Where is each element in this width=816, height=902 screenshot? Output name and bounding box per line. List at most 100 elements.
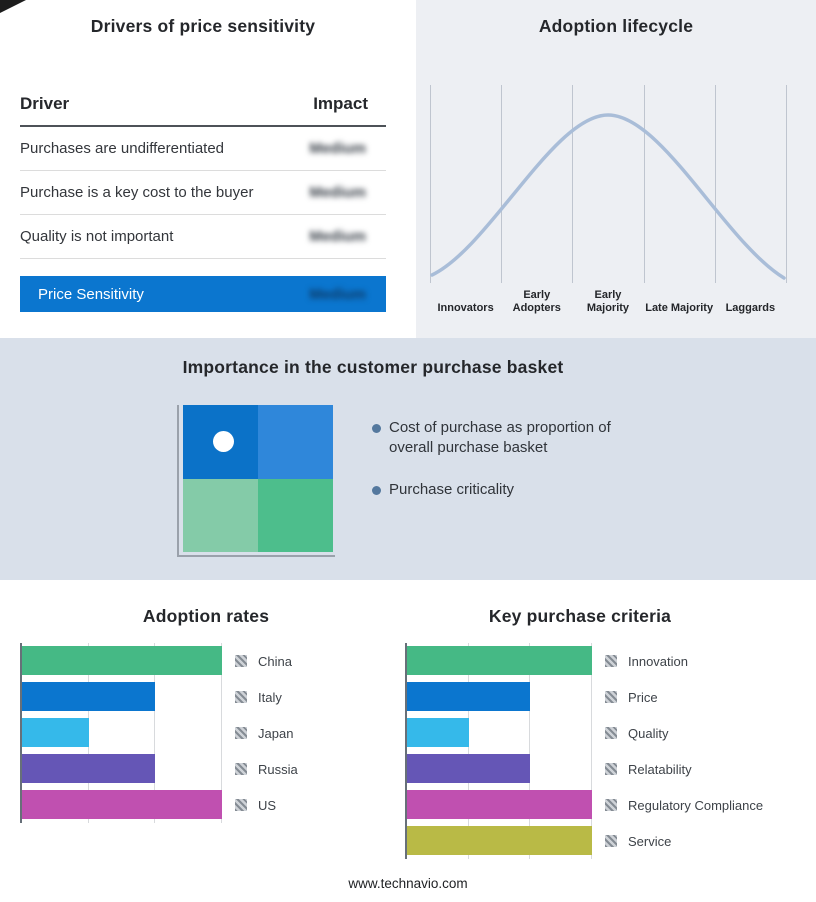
drivers-table-rows: Purchases are undifferentiated Medium Purc… <box>20 127 386 259</box>
plot-area <box>405 643 592 859</box>
legend-label: Italy <box>258 689 282 705</box>
legend-label: Innovation <box>628 653 688 669</box>
bell-curve-path <box>430 113 786 280</box>
impact-cell: Medium <box>309 140 366 157</box>
legend-hatch-swatch-icon <box>605 655 617 667</box>
lifecycle-gridline <box>430 85 431 283</box>
chart-gridline <box>529 643 531 859</box>
legend-item: Innovation <box>605 643 688 679</box>
purchase-basket-section: Importance in the customer purchase bask… <box>0 338 816 580</box>
legend-item: Quality <box>605 715 668 751</box>
lifecycle-title: Adoption lifecycle <box>538 16 694 36</box>
price-sensitivity-label: Price Sensitivity <box>38 285 144 303</box>
impact-cell: Medium <box>309 184 366 201</box>
impact-cell: Medium <box>309 228 366 245</box>
legend-label: Regulatory Compliance <box>628 797 764 813</box>
table-header: Driver Impact <box>20 88 386 127</box>
bar-italy <box>22 682 156 711</box>
legend-label: Quality <box>628 725 669 741</box>
lifecycle-stages: Innovators Early Adopters Early Majority La… <box>430 281 786 317</box>
bar-russia <box>22 754 156 783</box>
legend-item: Price <box>605 679 658 715</box>
legend-item: Japan <box>235 715 293 751</box>
quadrant-axes <box>177 405 335 557</box>
bullet-item: Purchase criticality <box>372 480 647 500</box>
basket-title: Importance in the customer purchase bask… <box>182 357 564 377</box>
legend-hatch-swatch-icon <box>235 691 247 703</box>
price-sensitivity-value: Medium <box>309 285 366 303</box>
bar-regulatory-compliance <box>407 790 592 819</box>
legend-hatch-swatch-icon <box>235 799 247 811</box>
driver-cell: Purchases are undifferentiated <box>20 140 225 157</box>
stage-label: Innovators <box>437 302 494 314</box>
stage-label: Early Adopters <box>512 289 561 314</box>
bar-relatability <box>407 754 531 783</box>
legend-hatch-swatch-icon <box>235 763 247 775</box>
bar-innovation <box>407 646 592 675</box>
bullet-text: Purchase criticality <box>389 481 515 498</box>
key-purchase-criteria-title: Key purchase criteria <box>488 606 672 626</box>
legend-hatch-swatch-icon <box>605 835 617 847</box>
stage-label: Early Majority <box>586 289 630 314</box>
quadrant-top-right <box>258 405 333 479</box>
quadrant-bottom-right <box>258 479 333 552</box>
price-sensitivity-bar: Price Sensitivity Medium <box>20 276 386 312</box>
bar-quality <box>407 718 469 747</box>
bullet-dot-icon <box>372 424 381 433</box>
bullet-dot-icon <box>372 486 381 495</box>
lifecycle-gridline <box>715 85 716 283</box>
bar-us <box>22 790 222 819</box>
bell-curve <box>430 113 786 280</box>
bar-japan <box>22 718 89 747</box>
adoption-lifecycle-chart: Innovators Early Adopters Early Majority La… <box>430 85 787 314</box>
driver-cell: Quality is not important <box>20 228 174 245</box>
legend-hatch-swatch-icon <box>235 655 247 667</box>
legend-label: Russia <box>258 761 298 777</box>
adoption-rates-title: Adoption rates <box>142 606 270 626</box>
quadrant-bottom-left <box>183 479 258 552</box>
table-row: Purchases are undifferentiated Medium <box>20 127 386 171</box>
legend-item: US <box>235 787 276 823</box>
legend-item: Regulatory Compliance <box>605 787 763 823</box>
legend-hatch-swatch-icon <box>235 727 247 739</box>
drivers-title: Drivers of price sensitivity <box>90 16 316 36</box>
chart-gridline <box>221 643 222 823</box>
corner-mark <box>0 0 26 13</box>
stage-label: Laggards <box>725 302 776 314</box>
lifecycle-gridline <box>644 85 645 283</box>
bar-china <box>22 646 222 675</box>
bullet-item: Cost of purchase as proportion of overal… <box>372 418 647 457</box>
chart-gridline <box>154 643 156 823</box>
legend-item: Russia <box>235 751 298 787</box>
adoption-lifecycle-panel <box>416 0 816 338</box>
drivers-table: Driver Impact Purchases are undifferenti… <box>20 88 386 312</box>
bar-price <box>407 682 531 711</box>
lifecycle-gridline <box>572 85 573 283</box>
bullet-text: Cost of purchase as proportion of overal… <box>389 419 611 456</box>
legend-label: US <box>258 797 277 813</box>
legend-label: Relatability <box>628 761 692 777</box>
column-header-impact: Impact <box>313 94 368 113</box>
bar-service <box>407 826 592 855</box>
position-dot-icon <box>213 431 234 452</box>
legend-label: Japan <box>258 725 294 741</box>
lifecycle-gridline <box>786 85 787 283</box>
stage-label: Late Majority <box>645 302 714 314</box>
legend-hatch-swatch-icon <box>605 727 617 739</box>
column-header-driver: Driver <box>20 94 70 113</box>
plot-area <box>20 643 222 823</box>
lifecycle-gridline <box>501 85 502 283</box>
chart-gridline <box>591 643 592 859</box>
table-row: Quality is not important Medium <box>20 215 386 259</box>
basket-bullets: Cost of purchase as proportion of overal… <box>372 418 647 523</box>
legend-label: Price <box>628 689 658 705</box>
quadrant-top-left <box>183 405 258 479</box>
legend-hatch-swatch-icon <box>605 763 617 775</box>
legend-hatch-swatch-icon <box>605 799 617 811</box>
legend-item: Service <box>605 823 671 859</box>
driver-cell: Purchase is a key cost to the buyer <box>20 184 254 201</box>
table-row: Purchase is a key cost to the buyer Mediu… <box>20 171 386 215</box>
legend-item: Relatability <box>605 751 692 787</box>
legend-item: China <box>235 643 292 679</box>
legend-item: Italy <box>235 679 282 715</box>
